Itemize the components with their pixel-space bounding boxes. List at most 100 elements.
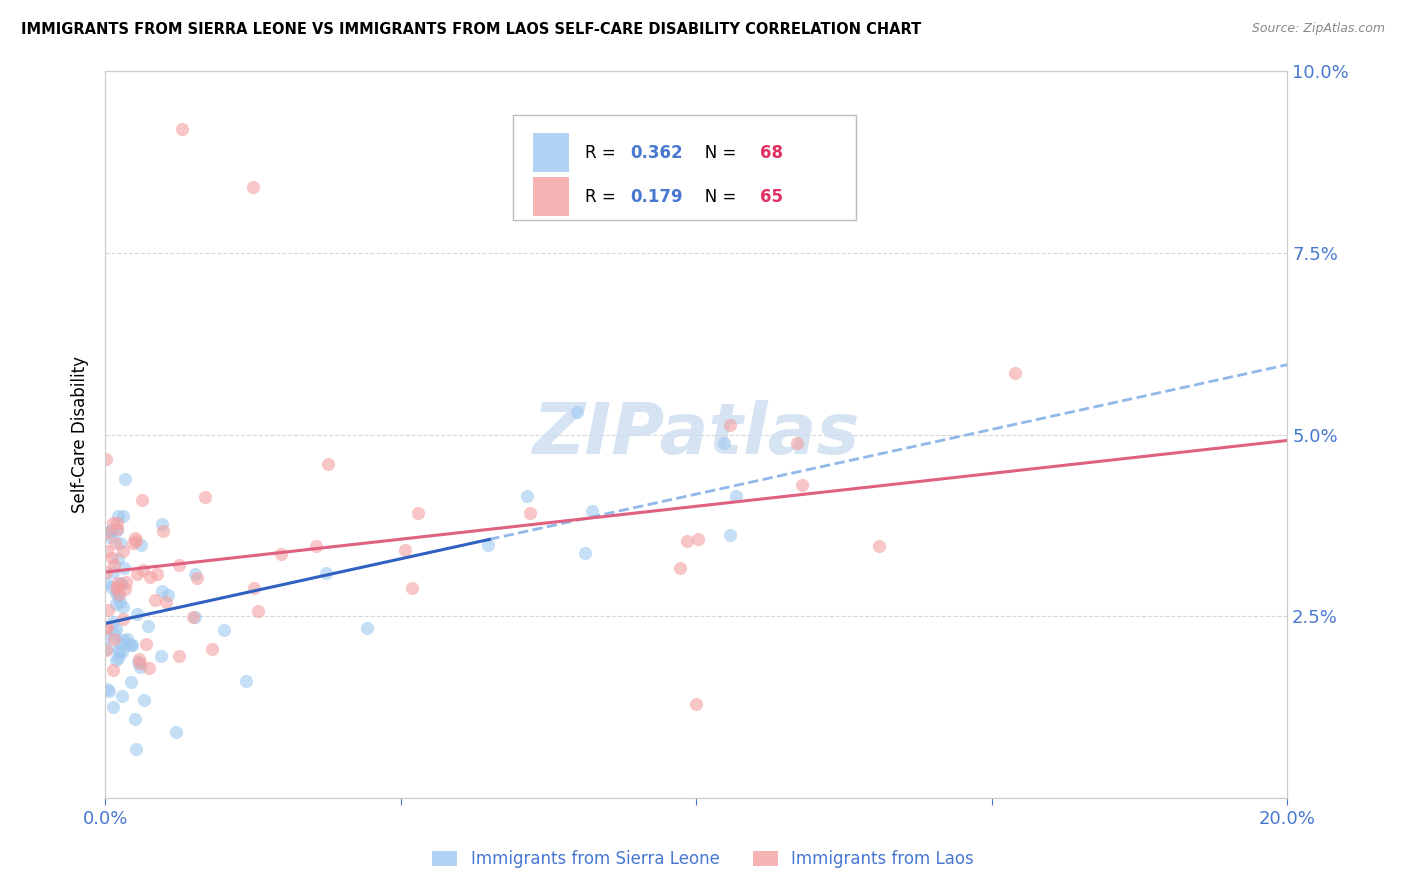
Point [150,648,173,663]
Point [305,539,328,553]
Point [138,570,160,584]
Point [105,585,128,599]
Text: Source: ZipAtlas.com: Source: ZipAtlas.com [1251,22,1385,36]
Point [724,489,747,503]
Point [567,405,589,419]
Point [132,563,155,577]
Point [110,576,132,591]
Point [96,565,118,579]
Point [194,491,217,505]
Point [394,543,416,558]
Text: N =: N = [689,144,742,161]
Point [105,524,128,538]
Text: R =: R = [585,144,621,161]
Point [270,547,292,561]
Point [103,558,125,573]
Point [676,534,699,549]
Text: 0.179: 0.179 [630,188,683,206]
Point [868,539,890,553]
Text: 0.362: 0.362 [630,144,683,161]
Point [183,567,205,582]
Point [101,700,124,714]
Point [100,524,122,539]
Point [150,517,173,532]
Point [145,566,167,581]
Point [155,595,177,609]
Point [96,575,118,590]
Point [96,451,118,466]
Point [516,489,538,503]
Point [152,524,174,539]
Point [127,607,149,621]
Point [200,642,222,657]
Point [124,533,146,548]
Point [718,417,741,432]
Point [103,516,125,530]
Point [574,546,596,560]
Point [110,689,132,703]
Point [519,506,541,520]
Point [103,632,125,647]
Point [118,638,141,652]
Point [120,674,142,689]
Point [111,632,134,647]
Point [129,538,152,552]
Point [135,636,157,650]
Text: 68: 68 [761,144,783,161]
Point [104,581,127,595]
Point [718,528,741,542]
Point [108,645,131,659]
Point [96,630,118,644]
Point [157,588,180,602]
Y-axis label: Self-Care Disability: Self-Care Disability [72,356,89,513]
Point [111,600,134,615]
Point [669,561,692,575]
Text: 65: 65 [761,188,783,206]
Bar [533,178,568,217]
Point [114,472,136,486]
Point [685,697,707,711]
Point [103,663,125,677]
Point [105,516,128,531]
Point [107,651,129,665]
Point [110,576,132,591]
Point [112,543,135,558]
Point [96,620,118,634]
Point [96,603,118,617]
Point [107,552,129,566]
Point [115,574,138,589]
Point [108,634,131,648]
Point [97,683,120,698]
Legend: Immigrants from Sierra Leone, Immigrants from Laos: Immigrants from Sierra Leone, Immigrants… [426,844,980,875]
Text: R =: R = [585,188,621,206]
Point [105,597,128,611]
Point [96,544,118,558]
Point [242,180,264,194]
Point [315,566,337,581]
Point [96,621,118,635]
Point [96,681,118,696]
Point [790,478,813,492]
Point [247,604,270,618]
Point [104,536,127,550]
Point [406,506,429,520]
Point [100,580,122,594]
Point [212,624,235,638]
Point [169,558,191,573]
Point [136,619,159,633]
Point [120,638,142,652]
Point [181,610,204,624]
Point [150,584,173,599]
Point [786,435,808,450]
FancyBboxPatch shape [513,115,856,220]
Point [111,645,134,659]
Point [186,571,208,585]
Point [104,623,127,637]
Point [235,673,257,688]
Point [108,595,131,609]
Point [124,531,146,545]
Point [112,508,135,523]
Text: N =: N = [689,188,742,206]
Point [128,660,150,674]
Point [131,492,153,507]
